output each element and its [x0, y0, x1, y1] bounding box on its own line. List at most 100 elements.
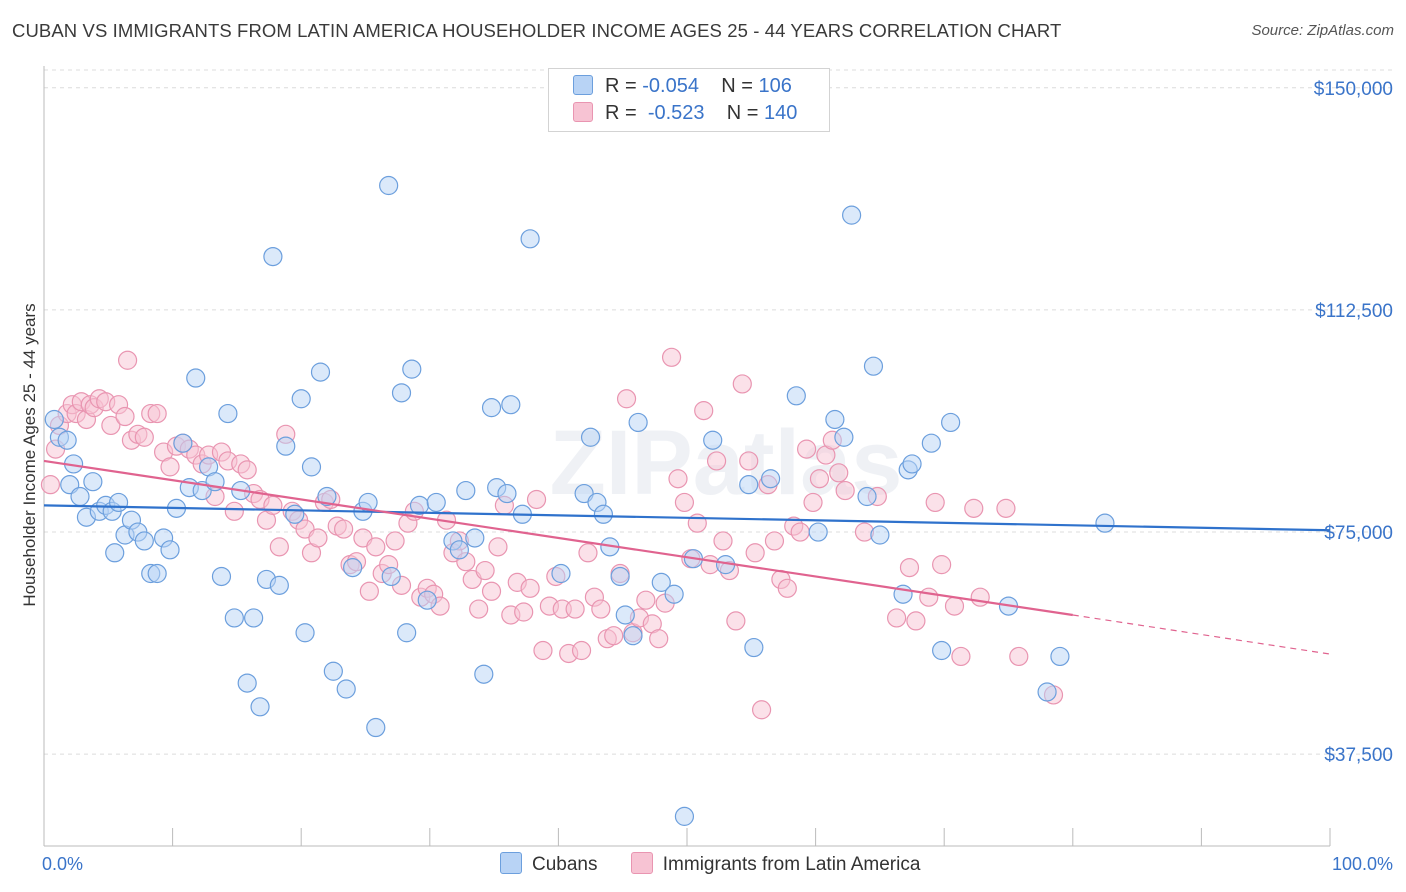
point-latam [944, 596, 965, 616]
point-cubans [857, 486, 877, 507]
legend-swatch-latam [573, 102, 593, 122]
point-cubans [310, 362, 331, 382]
bottom-legend-cubans: Cubans [500, 852, 598, 876]
point-latam [366, 537, 386, 557]
point-latam [964, 498, 984, 518]
point-latam [803, 492, 823, 513]
point-latam [385, 531, 405, 551]
point-cubans [902, 454, 922, 474]
point-latam [706, 451, 727, 471]
point-cubans [863, 356, 884, 376]
x-tick-label-min: 0.0% [42, 854, 83, 874]
legend-swatch-cubans [573, 75, 593, 95]
point-cubans [808, 522, 828, 542]
point-cubans [323, 661, 343, 681]
point-latam [694, 401, 714, 421]
point-cubans [417, 590, 437, 610]
point-latam [674, 492, 695, 513]
point-latam [1009, 646, 1029, 667]
point-latam [308, 528, 328, 548]
point-latam [571, 640, 592, 661]
point-cubans [1050, 646, 1070, 667]
trend-line-latam [43, 459, 1073, 617]
point-cubans [520, 229, 540, 249]
point-latam [269, 537, 289, 557]
point-latam [134, 427, 154, 447]
point-latam [604, 626, 624, 646]
point-latam [649, 629, 669, 649]
point-cubans [703, 430, 723, 450]
point-cubans [244, 608, 264, 628]
chart-source: Source: ZipAtlas.com [1251, 22, 1394, 39]
legend-row-latam: R = -0.523 N = 140 [573, 102, 797, 126]
point-cubans [842, 205, 862, 225]
point-latam [40, 475, 61, 495]
point-cubans [426, 492, 446, 513]
point-latam [764, 531, 785, 551]
point-cubans [381, 566, 401, 587]
point-latam [147, 403, 167, 424]
point-latam [117, 350, 138, 370]
point-latam [835, 480, 855, 501]
point-cubans [1095, 513, 1115, 533]
point-cubans [134, 531, 154, 551]
bottom-swatch-cubans [500, 852, 522, 874]
point-cubans [744, 637, 764, 658]
legend-n-value: 140 [764, 102, 798, 124]
point-latam [745, 543, 765, 563]
point-cubans [211, 566, 232, 587]
point-latam [809, 469, 830, 489]
point-latam [101, 415, 121, 436]
point-cubans [173, 433, 193, 453]
y-tick-labels: $37,500 $75,000 $112,500 $150,000 [1314, 79, 1393, 766]
point-latam [636, 590, 656, 610]
point-cubans [250, 697, 270, 717]
point-latam [732, 374, 752, 394]
point-latam [796, 439, 817, 459]
point-cubans [160, 540, 180, 560]
y-axis-title: Householder Income Ages 25 - 44 years [20, 303, 39, 606]
point-latam [115, 406, 135, 427]
point-cubans [825, 409, 845, 430]
point-latam [514, 602, 534, 622]
point-cubans [291, 389, 311, 409]
legend-r-value: -0.054 [642, 75, 699, 97]
point-cubans [870, 525, 890, 545]
point-cubans [70, 486, 90, 507]
point-latam [899, 557, 920, 578]
point-latam [739, 451, 759, 471]
point-latam [591, 599, 611, 619]
point-cubans [501, 395, 521, 415]
point-cubans [391, 383, 412, 403]
point-latam [565, 599, 585, 619]
point-cubans [465, 528, 485, 548]
point-cubans [674, 806, 695, 826]
point-latam [520, 578, 540, 598]
point-latam [237, 460, 257, 480]
point-cubans [941, 412, 961, 433]
point-latam [726, 611, 746, 631]
point-cubans [786, 386, 806, 406]
point-cubans [497, 483, 517, 504]
point-latam [713, 531, 733, 551]
legend-n-label: N = [721, 75, 753, 97]
point-cubans [218, 403, 238, 424]
point-cubans [336, 679, 356, 699]
legend-row-cubans: R = -0.054 N = 106 [573, 75, 792, 99]
point-cubans [921, 433, 941, 453]
trend-line-latam-extension [1072, 614, 1331, 655]
point-cubans [580, 427, 601, 447]
point-cubans [224, 608, 244, 628]
point-cubans [269, 575, 289, 595]
point-latam [224, 501, 244, 521]
bottom-legend: Cubans Immigrants from Latin America [500, 852, 948, 876]
bottom-legend-label: Immigrants from Latin America [662, 854, 921, 875]
point-cubans [397, 623, 417, 643]
point-cubans [343, 557, 363, 578]
point-latam [469, 599, 489, 619]
point-cubans [317, 486, 337, 507]
point-cubans [664, 584, 684, 604]
point-latam [829, 463, 849, 483]
point-cubans [628, 412, 648, 433]
